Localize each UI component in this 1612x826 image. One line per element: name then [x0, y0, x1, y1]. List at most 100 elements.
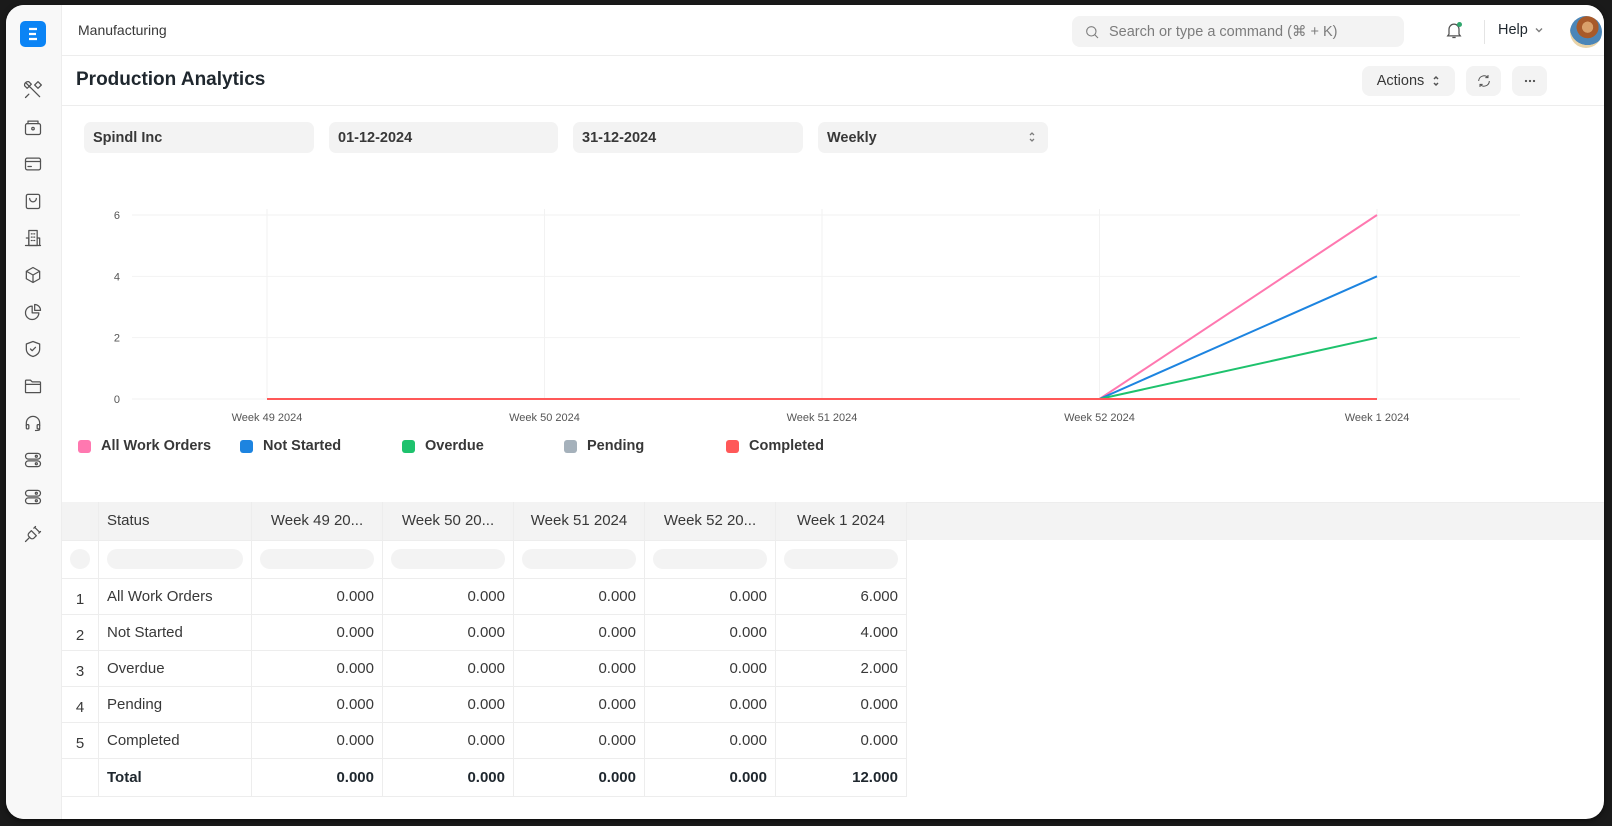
- sidebar-item-billing[interactable]: [22, 153, 44, 175]
- column-filter-input[interactable]: [522, 549, 636, 569]
- filter-cell[interactable]: [98, 540, 252, 579]
- sidebar-item-customization[interactable]: [22, 486, 44, 508]
- sidebar: [6, 5, 62, 819]
- sidebar-item-projects[interactable]: [22, 375, 44, 397]
- value-cell[interactable]: 6.000: [775, 578, 907, 615]
- table-header-row: Status Week 49 20... Week 50 20... Week …: [62, 502, 907, 541]
- breadcrumb[interactable]: Manufacturing: [78, 22, 167, 38]
- y-tick-label: 2: [114, 333, 120, 345]
- value-cell[interactable]: 0.000: [644, 686, 776, 723]
- actions-label: Actions: [1376, 73, 1425, 89]
- column-header-week-49[interactable]: Week 49 20...: [251, 502, 383, 541]
- page-header: Production Analytics Actions: [62, 56, 1604, 106]
- status-cell[interactable]: Completed: [98, 722, 252, 759]
- column-header-status[interactable]: Status: [98, 502, 252, 541]
- sidebar-item-assets[interactable]: [22, 301, 44, 323]
- refresh-button[interactable]: [1466, 66, 1501, 96]
- value-cell[interactable]: 0.000: [513, 578, 645, 615]
- value-cell[interactable]: 0.000: [513, 722, 645, 759]
- sidebar-item-support[interactable]: [22, 412, 44, 434]
- status-cell[interactable]: Overdue: [98, 650, 252, 687]
- value-cell[interactable]: 0.000: [775, 722, 907, 759]
- to-date-filter[interactable]: 31-12-2024: [573, 122, 803, 153]
- value-cell[interactable]: 0.000: [644, 722, 776, 759]
- value-cell[interactable]: 0.000: [382, 650, 514, 687]
- search-input[interactable]: Search or type a command (⌘ + K): [1072, 16, 1404, 47]
- column-filter-input[interactable]: [107, 549, 243, 569]
- status-cell[interactable]: Pending: [98, 686, 252, 723]
- sidebar-item-selling[interactable]: [22, 190, 44, 212]
- divider: [1484, 20, 1485, 44]
- value-cell[interactable]: 4.000: [775, 614, 907, 651]
- from-date-filter[interactable]: 01-12-2024: [329, 122, 558, 153]
- legend-label: Not Started: [263, 438, 342, 454]
- column-filter-input[interactable]: [784, 549, 898, 569]
- legend-item[interactable]: Not Started: [240, 438, 341, 454]
- value-cell[interactable]: 0.000: [382, 578, 514, 615]
- more-options-button[interactable]: [1512, 66, 1547, 96]
- value-cell[interactable]: 0.000: [382, 722, 514, 759]
- filter-cell[interactable]: [644, 540, 776, 579]
- value-cell[interactable]: 0.000: [644, 614, 776, 651]
- app-logo[interactable]: [20, 21, 46, 47]
- value-cell[interactable]: 0.000: [251, 578, 383, 615]
- sidebar-item-integrations[interactable]: [22, 523, 44, 545]
- value-cell[interactable]: 0.000: [251, 650, 383, 687]
- sidebar-item-settings[interactable]: [22, 449, 44, 471]
- sidebar-item-accounting[interactable]: [22, 116, 44, 138]
- value-cell[interactable]: 0.000: [251, 686, 383, 723]
- table-row[interactable]: 2 Not Started 0.000 0.000 0.000 0.000 4.000: [62, 614, 907, 651]
- value-cell[interactable]: 0.000: [251, 722, 383, 759]
- column-filter-input[interactable]: [260, 549, 374, 569]
- filter-cell[interactable]: [775, 540, 907, 579]
- value-cell[interactable]: 0.000: [513, 686, 645, 723]
- card-icon: [24, 157, 42, 171]
- table-row[interactable]: 5 Completed 0.000 0.000 0.000 0.000 0.000: [62, 722, 907, 759]
- value-cell[interactable]: 0.000: [251, 614, 383, 651]
- value-cell[interactable]: 0.000: [513, 650, 645, 687]
- user-avatar[interactable]: [1570, 16, 1602, 48]
- range-select[interactable]: Weekly: [818, 122, 1048, 153]
- value-cell[interactable]: 0.000: [382, 614, 514, 651]
- filter-cell[interactable]: [513, 540, 645, 579]
- headset-icon: [25, 415, 41, 432]
- notifications-button[interactable]: [1444, 20, 1466, 42]
- column-filter-input[interactable]: [653, 549, 767, 569]
- actions-button[interactable]: Actions: [1362, 66, 1455, 96]
- column-header-week-1[interactable]: Week 1 2024: [775, 502, 907, 541]
- toggle-icon: [24, 452, 42, 468]
- legend-item[interactable]: Pending: [564, 438, 644, 454]
- legend-item[interactable]: All Work Orders: [78, 438, 211, 454]
- filter-cell[interactable]: [382, 540, 514, 579]
- row-index-header: [62, 502, 99, 541]
- sidebar-item-stock[interactable]: [22, 264, 44, 286]
- status-cell[interactable]: Not Started: [98, 614, 252, 651]
- to-date-value: 31-12-2024: [582, 129, 657, 146]
- column-header-week-50[interactable]: Week 50 20...: [382, 502, 514, 541]
- table-row[interactable]: 3 Overdue 0.000 0.000 0.000 0.000 2.000: [62, 650, 907, 687]
- legend-item[interactable]: Overdue: [402, 438, 484, 454]
- y-tick-label: 4: [114, 271, 120, 283]
- value-cell[interactable]: 2.000: [775, 650, 907, 687]
- value-cell[interactable]: 0.000: [513, 614, 645, 651]
- row-index: 3: [62, 650, 99, 687]
- value-cell[interactable]: 0.000: [775, 686, 907, 723]
- table-row[interactable]: 4 Pending 0.000 0.000 0.000 0.000 0.000: [62, 686, 907, 723]
- status-cell[interactable]: All Work Orders: [98, 578, 252, 615]
- value-cell[interactable]: 0.000: [382, 686, 514, 723]
- company-filter[interactable]: Spindl Inc: [84, 122, 314, 153]
- value-cell[interactable]: 0.000: [644, 650, 776, 687]
- ellipsis-icon: [1524, 79, 1535, 83]
- legend-item[interactable]: Completed: [726, 438, 824, 454]
- value-cell[interactable]: 0.000: [644, 578, 776, 615]
- column-header-week-52[interactable]: Week 52 20...: [644, 502, 776, 541]
- help-dropdown[interactable]: Help: [1498, 22, 1544, 38]
- column-filter-input[interactable]: [391, 549, 505, 569]
- column-header-week-51[interactable]: Week 51 2024: [513, 502, 645, 541]
- sidebar-item-buying[interactable]: [22, 227, 44, 249]
- filter-cell[interactable]: [251, 540, 383, 579]
- sidebar-item-manufacturing[interactable]: [22, 79, 44, 101]
- table-row[interactable]: 1 All Work Orders 0.000 0.000 0.000 0.000 6.0…: [62, 578, 907, 615]
- sidebar-item-quality[interactable]: [22, 338, 44, 360]
- select-all-placeholder[interactable]: [70, 549, 90, 569]
